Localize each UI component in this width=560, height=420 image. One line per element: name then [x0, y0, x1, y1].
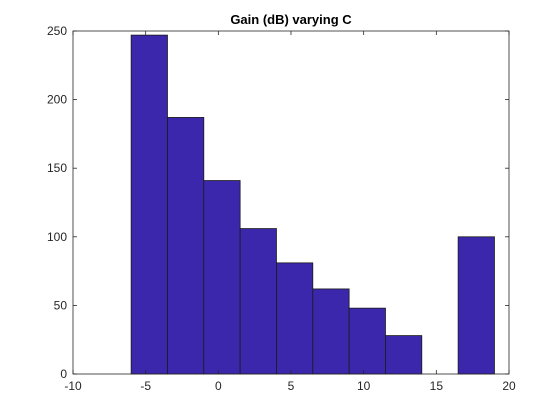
chart-title: Gain (dB) varying C [230, 12, 352, 27]
histogram-bar [276, 262, 314, 375]
x-tick-label: 15 [430, 379, 444, 393]
y-tick-label: 50 [54, 298, 68, 312]
x-tick-label: 20 [502, 379, 516, 393]
y-tick-label: 250 [47, 24, 67, 38]
histogram-bar [457, 236, 495, 375]
x-tick-label: -10 [64, 379, 82, 393]
y-tick-label: 100 [47, 230, 67, 244]
y-tick-label: 0 [60, 367, 67, 381]
histogram-bar [239, 228, 277, 375]
x-tick-label: 10 [357, 379, 371, 393]
bars-group [130, 34, 495, 375]
x-tick-label: 5 [288, 379, 295, 393]
histogram-bar [130, 34, 168, 375]
histogram-bar [203, 180, 241, 375]
x-tick-label: 0 [215, 379, 222, 393]
histogram-bar [385, 335, 423, 375]
histogram-bar [348, 307, 386, 375]
y-tick-label: 150 [47, 161, 67, 175]
y-tick-label: 200 [47, 93, 67, 107]
y-axis: 0 50 100 150 200 250 [47, 24, 509, 381]
histogram-bar [312, 288, 350, 375]
histogram-bar [167, 117, 205, 375]
x-axis: -10 -5 0 5 10 15 20 [64, 31, 516, 393]
x-tick-label: -5 [140, 379, 151, 393]
